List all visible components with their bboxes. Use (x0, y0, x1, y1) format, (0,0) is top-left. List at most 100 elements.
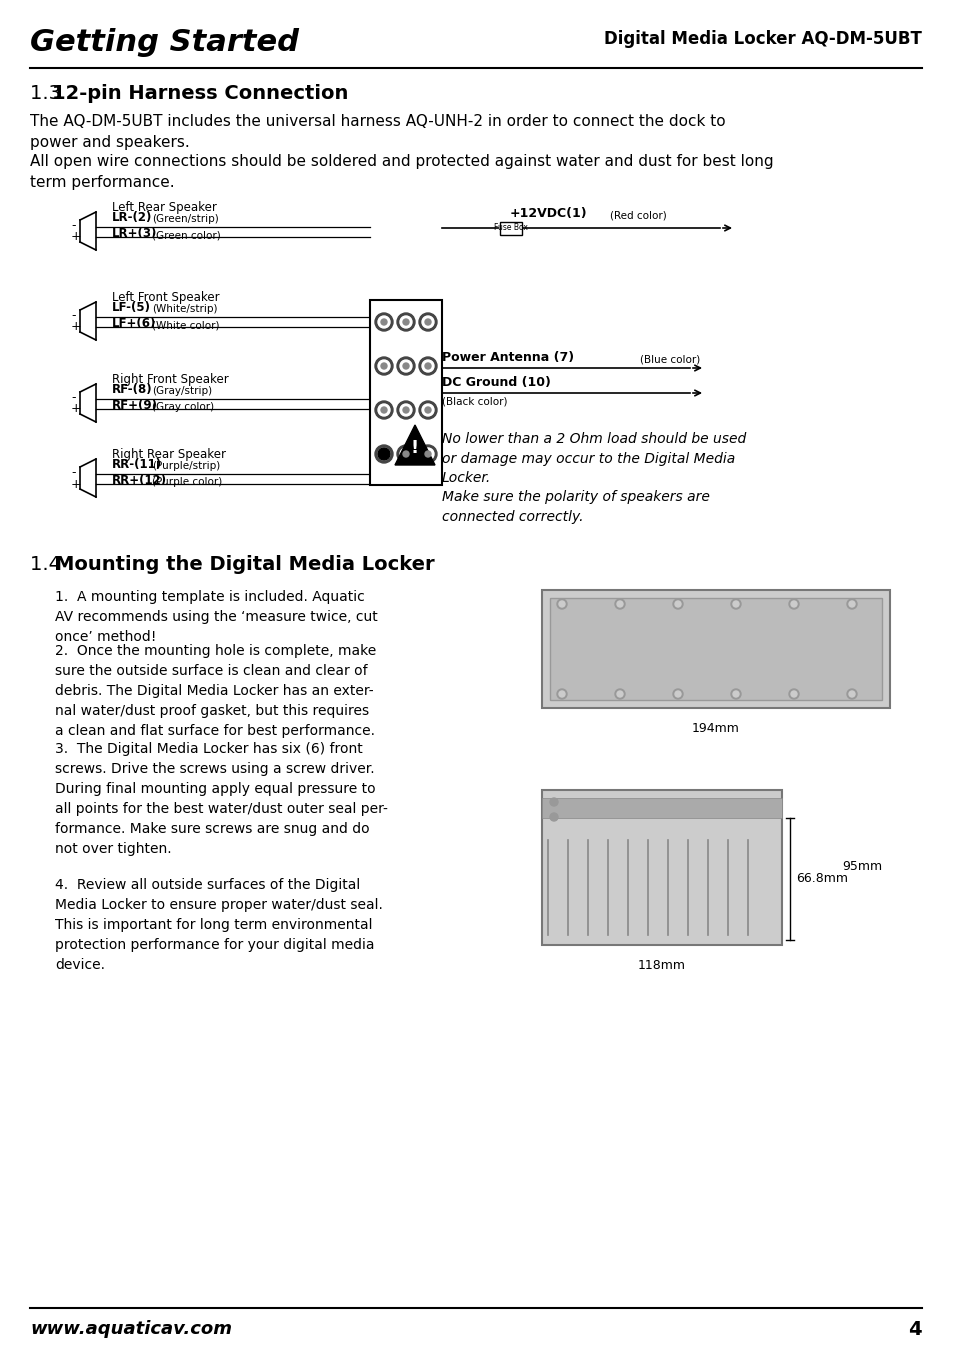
Circle shape (424, 363, 431, 370)
Text: !: ! (411, 439, 418, 458)
Circle shape (617, 601, 622, 607)
Text: Digital Media Locker AQ-DM-5UBT: Digital Media Locker AQ-DM-5UBT (603, 30, 921, 47)
Text: No lower than a 2 Ohm load should be used
or damage may occur to the Digital Med: No lower than a 2 Ohm load should be use… (441, 432, 745, 485)
Text: 66.8mm: 66.8mm (795, 872, 847, 886)
Text: DC Ground (10): DC Ground (10) (441, 376, 550, 389)
Circle shape (377, 315, 390, 328)
Text: Right Front Speaker: Right Front Speaker (112, 372, 229, 386)
Text: (White color): (White color) (152, 320, 219, 330)
Text: RF+(9): RF+(9) (112, 399, 158, 412)
Circle shape (790, 601, 796, 607)
Circle shape (399, 315, 412, 328)
Text: (Purple color): (Purple color) (152, 477, 222, 487)
Circle shape (790, 691, 796, 697)
Bar (499, 222, 521, 236)
Circle shape (846, 689, 856, 699)
Text: RR-(11): RR-(11) (112, 458, 162, 471)
Text: Fuse Box: Fuse Box (494, 223, 527, 233)
Circle shape (550, 812, 558, 821)
Text: -: - (71, 391, 75, 405)
Circle shape (557, 598, 566, 609)
Circle shape (788, 598, 799, 609)
Text: (White/strip): (White/strip) (152, 305, 217, 314)
Circle shape (377, 360, 390, 372)
Text: +: + (71, 478, 82, 490)
Circle shape (375, 357, 393, 375)
Text: All open wire connections should be soldered and protected against water and dus: All open wire connections should be sold… (30, 154, 773, 190)
Text: 95mm: 95mm (841, 861, 882, 873)
Circle shape (421, 403, 434, 416)
Circle shape (550, 798, 558, 806)
Text: 3.  The Digital Media Locker has six (6) front
screws. Drive the screws using a : 3. The Digital Media Locker has six (6) … (55, 742, 388, 856)
Text: 4: 4 (907, 1320, 921, 1339)
Circle shape (399, 448, 412, 460)
Text: Left Front Speaker: Left Front Speaker (112, 291, 219, 305)
Circle shape (396, 357, 415, 375)
Text: 118mm: 118mm (638, 959, 685, 972)
Text: Power Antenna (7): Power Antenna (7) (441, 351, 574, 364)
Text: (Black color): (Black color) (441, 397, 507, 408)
Circle shape (732, 601, 739, 607)
Circle shape (424, 451, 431, 458)
Circle shape (418, 401, 436, 418)
Bar (541, 590, 889, 708)
Circle shape (380, 363, 387, 370)
Text: LF-(5): LF-(5) (112, 301, 151, 314)
Circle shape (377, 448, 390, 460)
Text: (Gray/strip): (Gray/strip) (152, 386, 212, 395)
Text: -: - (71, 219, 75, 233)
Circle shape (672, 689, 682, 699)
Circle shape (558, 691, 564, 697)
Circle shape (615, 689, 624, 699)
Text: Left Rear Speaker: Left Rear Speaker (112, 200, 216, 214)
Circle shape (396, 445, 415, 463)
Circle shape (730, 689, 740, 699)
Circle shape (375, 313, 393, 330)
Circle shape (396, 401, 415, 418)
Circle shape (402, 320, 409, 325)
Circle shape (424, 320, 431, 325)
Text: Mounting the Digital Media Locker: Mounting the Digital Media Locker (55, 555, 435, 574)
Circle shape (402, 451, 409, 458)
Circle shape (672, 598, 682, 609)
Circle shape (402, 408, 409, 413)
Circle shape (848, 601, 854, 607)
Circle shape (558, 601, 564, 607)
Text: +12VDC(1): +12VDC(1) (510, 207, 587, 219)
Text: 2.  Once the mounting hole is complete, make
sure the outside surface is clean a: 2. Once the mounting hole is complete, m… (55, 645, 375, 738)
Polygon shape (395, 425, 435, 464)
Text: www.aquaticav.com: www.aquaticav.com (30, 1320, 232, 1338)
Bar (550, 598, 882, 700)
Circle shape (399, 403, 412, 416)
Text: 1.4: 1.4 (30, 555, 67, 574)
Circle shape (675, 691, 680, 697)
Circle shape (617, 691, 622, 697)
Text: (Blue color): (Blue color) (639, 353, 700, 364)
Text: Right Rear Speaker: Right Rear Speaker (112, 448, 226, 460)
Text: (Green color): (Green color) (152, 230, 220, 240)
Text: 194mm: 194mm (691, 722, 740, 735)
Circle shape (615, 598, 624, 609)
Circle shape (846, 598, 856, 609)
Text: (Purple/strip): (Purple/strip) (152, 460, 220, 471)
Circle shape (421, 360, 434, 372)
Circle shape (402, 363, 409, 370)
Bar (541, 798, 781, 818)
Text: LR+(3): LR+(3) (112, 227, 157, 240)
Circle shape (788, 689, 799, 699)
Text: LR-(2): LR-(2) (112, 211, 152, 223)
Text: 1.  A mounting template is included. Aquatic
AV recommends using the ‘measure tw: 1. A mounting template is included. Aqua… (55, 590, 377, 645)
Text: -: - (71, 467, 75, 479)
Text: (Green/strip): (Green/strip) (152, 214, 218, 223)
Circle shape (377, 448, 390, 460)
Circle shape (380, 320, 387, 325)
Text: 4.  Review all outside surfaces of the Digital
Media Locker to ensure proper wat: 4. Review all outside surfaces of the Di… (55, 877, 382, 972)
Text: +: + (71, 230, 82, 244)
Circle shape (557, 689, 566, 699)
Circle shape (396, 313, 415, 330)
Circle shape (421, 448, 434, 460)
Text: RR+(12): RR+(12) (112, 474, 167, 487)
Text: The AQ-DM-5UBT includes the universal harness AQ-UNH-2 in order to connect the d: The AQ-DM-5UBT includes the universal ha… (30, 114, 725, 150)
Circle shape (421, 315, 434, 328)
Circle shape (377, 403, 390, 416)
